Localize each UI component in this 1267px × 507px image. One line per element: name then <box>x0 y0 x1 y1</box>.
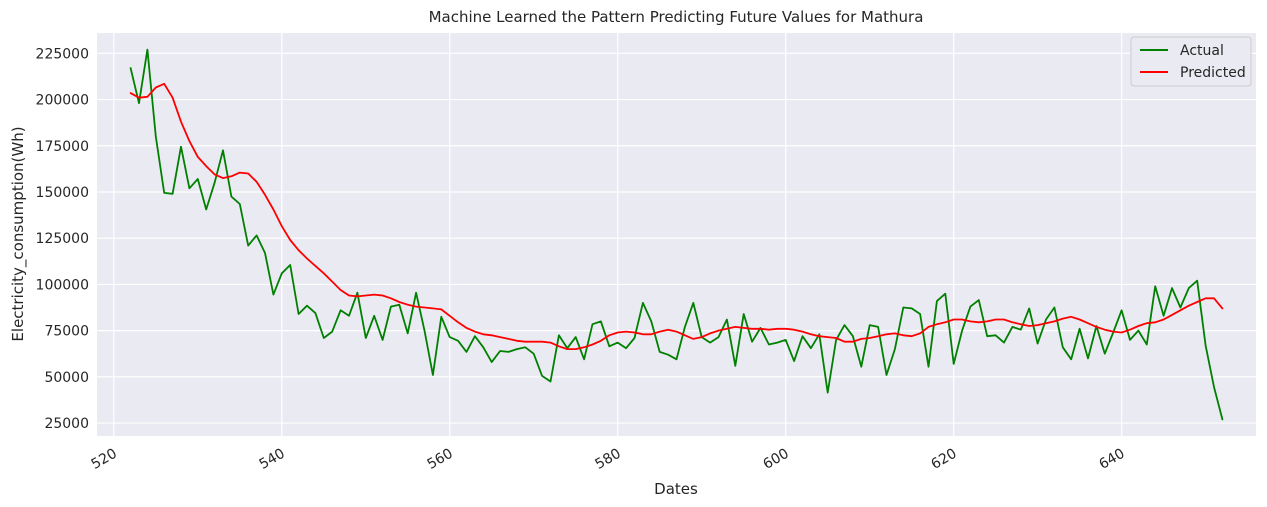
y-tick-labels: 25000 50000 75000 100000 125000 150000 175000 2… <box>36 46 89 432</box>
y-tick-label: 175000 <box>36 139 89 155</box>
y-tick-label: 225000 <box>36 46 89 62</box>
y-gridlines <box>97 52 1256 424</box>
y-tick-label: 200000 <box>36 93 89 109</box>
legend-actual-label: Actual <box>1180 43 1224 59</box>
y-tick-label: 50000 <box>44 370 89 386</box>
y-tick-label: 25000 <box>44 416 89 432</box>
x-tick-label: 520 <box>89 446 120 473</box>
x-axis-label: Dates <box>654 480 698 498</box>
y-tick-label: 150000 <box>36 185 89 201</box>
x-gridlines <box>113 33 1123 436</box>
x-tick-labels: 520 540 560 580 600 620 640 <box>89 446 1128 473</box>
y-tick-label: 125000 <box>36 231 89 247</box>
chart-title: Machine Learned the Pattern Predicting F… <box>429 8 924 26</box>
legend-predicted-label: Predicted <box>1180 65 1246 81</box>
series-line-predicted <box>129 82 1224 351</box>
x-tick-label: 540 <box>257 446 288 473</box>
y-axis-label: Electricity_consumption(Wh) <box>9 126 28 341</box>
legend: Actual Predicted <box>1130 36 1252 87</box>
x-tick-label: 620 <box>928 446 959 473</box>
plot-area <box>97 33 1256 436</box>
x-tick-label: 580 <box>593 446 624 473</box>
y-tick-label: 100000 <box>36 277 89 293</box>
x-tick-label: 640 <box>1096 446 1127 473</box>
x-tick-label: 560 <box>425 446 456 473</box>
x-tick-label: 600 <box>761 446 792 473</box>
y-tick-label: 75000 <box>44 324 89 340</box>
series-layer <box>129 48 1224 421</box>
series-line-actual <box>129 48 1224 421</box>
